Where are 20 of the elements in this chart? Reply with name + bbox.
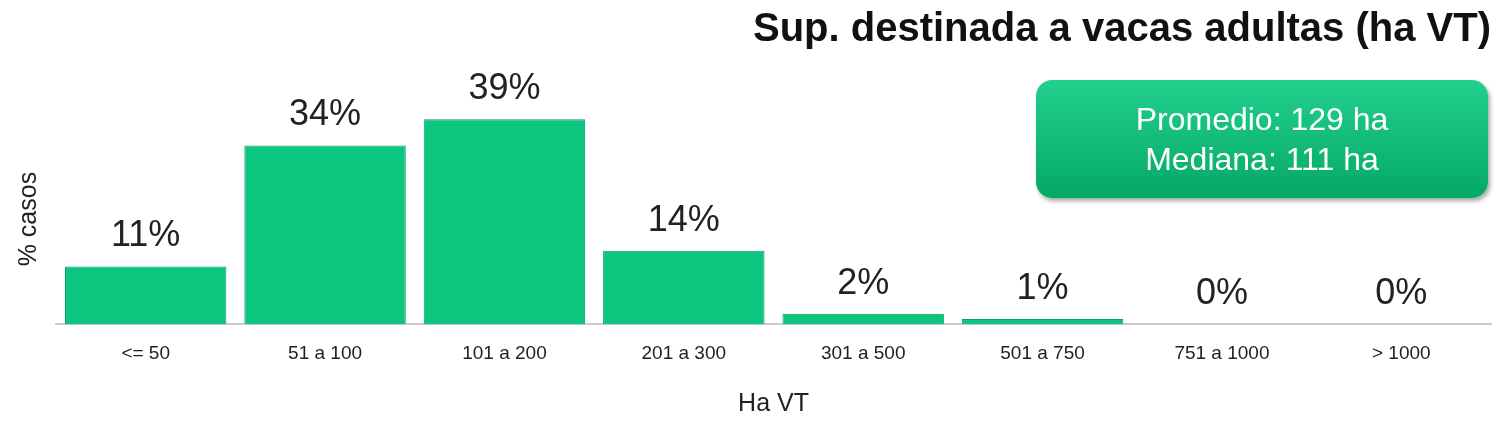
x-tick-label: 751 a 1000: [1174, 341, 1270, 363]
data-label: 0%: [1195, 271, 1248, 313]
y-axis-title: % casos: [12, 171, 41, 267]
x-tick-label: 501 a 750: [1000, 341, 1085, 363]
x-tick-label: 201 a 300: [641, 341, 727, 363]
data-label: 1%: [1016, 265, 1069, 307]
data-label: 34%: [289, 92, 362, 134]
x-tick-label: 301 a 500: [820, 341, 906, 363]
data-label: 2%: [837, 260, 890, 302]
x-tick-label: 51 a 100: [288, 341, 363, 363]
x-tick-label: 101 a 200: [462, 341, 547, 363]
x-tick-label: > 1000: [1371, 341, 1431, 363]
note-box: Promedio: 129 ha Mediana: 111 ha: [1036, 80, 1488, 198]
x-axis-title: Ha VT: [738, 387, 809, 416]
chart-title: Sup. destinada a vacas adultas (ha VT): [752, 5, 1491, 50]
data-label: 0%: [1375, 271, 1428, 313]
data-label: 39%: [468, 66, 541, 108]
data-label: 11%: [110, 213, 181, 255]
data-label: 14%: [647, 197, 720, 239]
x-tick-label: <= 50: [121, 341, 170, 363]
